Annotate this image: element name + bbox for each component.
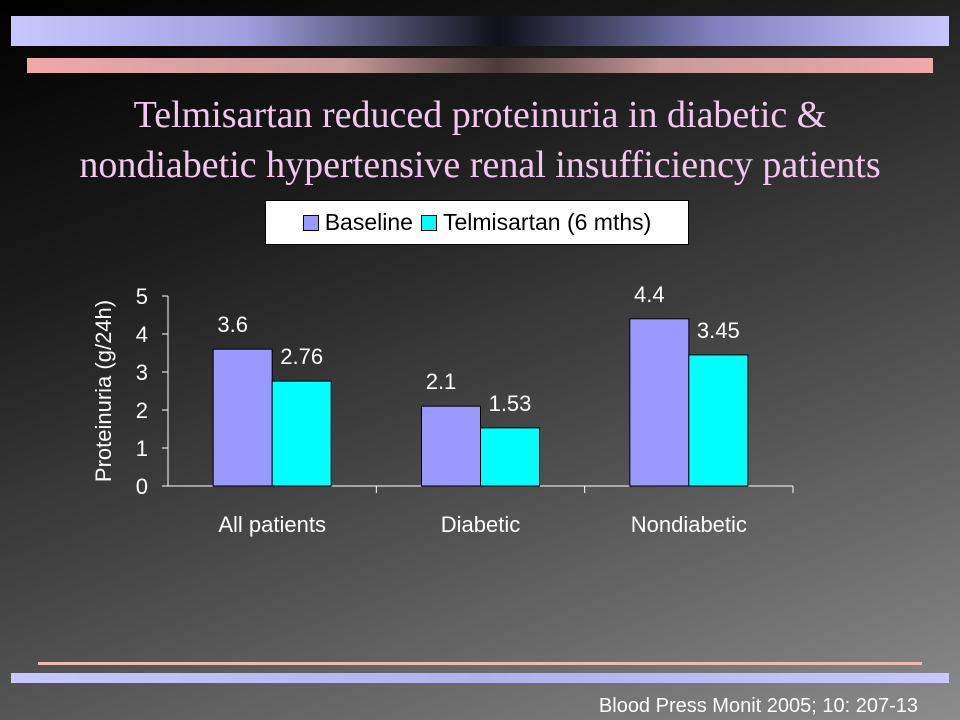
top-decorative-band xyxy=(11,16,949,46)
legend-item-telmisartan: Telmisartan (6 mths) xyxy=(420,209,652,236)
data-label: 2.76 xyxy=(280,344,323,369)
data-label: 3.6 xyxy=(217,312,248,337)
legend-label-baseline: Baseline xyxy=(324,209,413,235)
legend-swatch-baseline xyxy=(302,214,319,231)
slide-title: Telmisartan reduced proteinuria in diabe… xyxy=(0,90,960,190)
citation: Blood Press Monit 2005; 10: 207-13 xyxy=(598,695,918,717)
legend-swatch-telmisartan xyxy=(420,214,437,231)
y-tick-label: 5 xyxy=(136,284,148,309)
title-line-2: nondiabetic hypertensive renal insuffici… xyxy=(79,144,881,186)
data-label: 4.4 xyxy=(634,282,665,307)
y-tick-label: 4 xyxy=(136,322,148,347)
bar-telmisartan xyxy=(688,354,749,487)
x-tick-label: All patients xyxy=(218,512,326,537)
y-tick-label: 0 xyxy=(136,474,148,499)
bar-telmisartan xyxy=(271,380,332,487)
bar-telmisartan xyxy=(480,427,540,487)
legend-label-telmisartan: Telmisartan (6 mths) xyxy=(442,209,652,235)
title-line-1: Telmisartan reduced proteinuria in diabe… xyxy=(133,94,827,136)
y-tick-label: 3 xyxy=(136,360,148,385)
bar-baseline xyxy=(629,318,690,487)
data-label: 1.53 xyxy=(489,391,532,416)
y-axis-label: Proteinuria (g/24h) xyxy=(91,300,116,482)
top-decorative-line xyxy=(27,58,933,73)
bar-baseline xyxy=(212,348,273,487)
bar-baseline xyxy=(421,405,481,487)
y-tick-label: 2 xyxy=(136,398,148,423)
x-tick-label: Diabetic xyxy=(441,512,520,537)
bottom-decorative-band xyxy=(11,673,949,683)
data-label: 3.45 xyxy=(697,318,740,343)
data-label: 2.1 xyxy=(426,369,457,394)
legend-item-baseline: Baseline xyxy=(302,209,413,236)
y-tick-label: 1 xyxy=(136,436,148,461)
chart-legend: Baseline Telmisartan (6 mths) xyxy=(265,200,689,245)
x-tick-label: Nondiabetic xyxy=(631,512,747,537)
footer-decorative-line xyxy=(38,662,922,665)
